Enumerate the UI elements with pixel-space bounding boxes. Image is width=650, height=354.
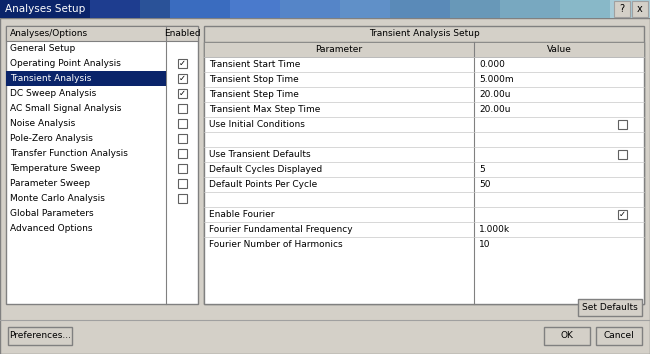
Bar [560,0,610,18]
Bar [177,179,187,188]
Text: x: x [637,4,643,14]
Text: Set Defaults: Set Defaults [582,303,638,312]
Bar [280,0,340,18]
Text: Default Cycles Displayed: Default Cycles Displayed [209,165,322,174]
Text: DC Sweep Analysis: DC Sweep Analysis [10,89,96,98]
Bar [204,26,644,304]
Bar [450,0,500,18]
Bar [544,327,590,345]
Text: Preferences...: Preferences... [9,331,71,341]
Text: 1.000k: 1.000k [479,225,510,234]
Text: Default Points Per Cycle: Default Points Per Cycle [209,180,317,189]
Text: ✓: ✓ [179,59,185,68]
Text: Cancel: Cancel [604,331,634,341]
Text: Advanced Options: Advanced Options [10,224,92,233]
Text: Enable Fourier: Enable Fourier [209,210,274,219]
Text: Parameter Sweep: Parameter Sweep [10,179,90,188]
Text: Monte Carlo Analysis: Monte Carlo Analysis [10,194,105,203]
Text: Analyses/Options: Analyses/Options [10,29,88,38]
Text: 5: 5 [479,165,485,174]
Bar [618,150,627,159]
Text: Parameter: Parameter [315,45,363,54]
Bar [6,71,166,86]
Text: Fourier Number of Harmonics: Fourier Number of Harmonics [209,240,343,249]
Bar [90,0,140,18]
Text: Analyses Setup: Analyses Setup [5,4,85,14]
Text: OK: OK [560,331,573,341]
Bar [500,0,560,18]
Bar [230,0,280,18]
Bar [177,164,187,173]
Text: Use Initial Conditions: Use Initial Conditions [209,120,305,129]
Bar [204,42,644,57]
Text: Noise Analysis: Noise Analysis [10,119,75,128]
Bar [177,134,187,143]
Text: Operating Point Analysis: Operating Point Analysis [10,59,121,68]
Bar [8,327,72,345]
Text: Transient Step Time: Transient Step Time [209,90,299,99]
Text: General Setup: General Setup [10,44,75,53]
Bar [578,299,642,316]
Text: AC Small Signal Analysis: AC Small Signal Analysis [10,104,122,113]
Bar [610,0,650,18]
Text: ✓: ✓ [179,89,185,98]
Bar [6,26,198,304]
Text: ✓: ✓ [619,210,625,219]
Bar [177,119,187,128]
Bar [177,194,187,203]
Bar [177,89,187,98]
Bar [618,120,627,129]
Text: Use Transient Defaults: Use Transient Defaults [209,150,311,159]
Bar [177,59,187,68]
Bar [177,104,187,113]
Text: Value: Value [547,45,571,54]
Bar [0,0,90,18]
Text: ?: ? [619,4,625,14]
Text: Enabled: Enabled [164,29,200,38]
Text: Transient Stop Time: Transient Stop Time [209,75,299,84]
Text: 10: 10 [479,240,491,249]
Text: 0.000: 0.000 [479,60,505,69]
Bar [340,0,390,18]
Bar [614,1,630,17]
Text: ✓: ✓ [179,74,185,83]
Text: Transient Start Time: Transient Start Time [209,60,300,69]
Text: Transfer Function Analysis: Transfer Function Analysis [10,149,128,158]
Bar [170,0,230,18]
Bar [6,26,198,41]
Text: Temperature Sweep: Temperature Sweep [10,164,100,173]
Text: Transient Max Step Time: Transient Max Step Time [209,105,320,114]
Text: 50: 50 [479,180,491,189]
Text: Pole-Zero Analysis: Pole-Zero Analysis [10,134,93,143]
Bar [390,0,450,18]
Text: Transient Analysis: Transient Analysis [10,74,92,83]
Bar [204,42,644,304]
Bar [618,210,627,219]
Text: Transient Analysis Setup: Transient Analysis Setup [369,29,480,39]
Bar [140,0,170,18]
Bar [177,149,187,158]
Bar [632,1,648,17]
Text: Fourier Fundamental Frequency: Fourier Fundamental Frequency [209,225,352,234]
Text: 20.00u: 20.00u [479,105,510,114]
Text: Global Parameters: Global Parameters [10,209,94,218]
Text: 5.000m: 5.000m [479,75,514,84]
Bar [177,74,187,83]
Text: 20.00u: 20.00u [479,90,510,99]
Bar [596,327,642,345]
